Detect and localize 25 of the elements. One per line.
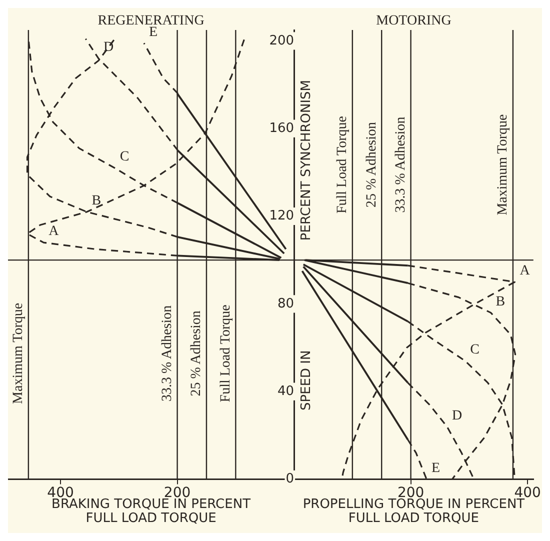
y-tick-label: 0 — [286, 472, 294, 487]
ref-line-label: Full Load Torque — [335, 116, 350, 214]
y-tick-label: 120 — [269, 208, 294, 224]
text: A — [520, 264, 530, 279]
text: MOTORING — [376, 14, 452, 29]
series-label: C — [120, 150, 130, 165]
text: SPEED IN PERCENT SYNCHRONISM — [298, 80, 314, 410]
ref-line-label: Full Load Torque — [218, 304, 234, 402]
y-tick-label: 80 — [278, 296, 294, 312]
text: C — [470, 342, 480, 358]
text: E — [149, 24, 158, 40]
ref-line-label: 25 % Adhesion — [364, 122, 380, 208]
ref-line-label: Maximum Torque — [496, 114, 511, 216]
text: B — [496, 294, 506, 310]
y-tick-label: 40 — [278, 384, 294, 399]
series-label: A — [48, 224, 60, 240]
y-tick-label: 160 — [269, 120, 294, 136]
text: D — [452, 408, 462, 424]
series-label: E — [432, 460, 440, 476]
ref-line-label: Maximum Torque — [11, 302, 26, 404]
series-label: B — [92, 194, 102, 209]
ref-line-label: 33.3 % Adhesion — [393, 116, 408, 213]
y-tick-label: 200 — [269, 33, 294, 48]
ref-line-label: 33.3 % Adhesion — [160, 305, 175, 402]
ref-line-label: 25 % Adhesion — [189, 310, 204, 396]
